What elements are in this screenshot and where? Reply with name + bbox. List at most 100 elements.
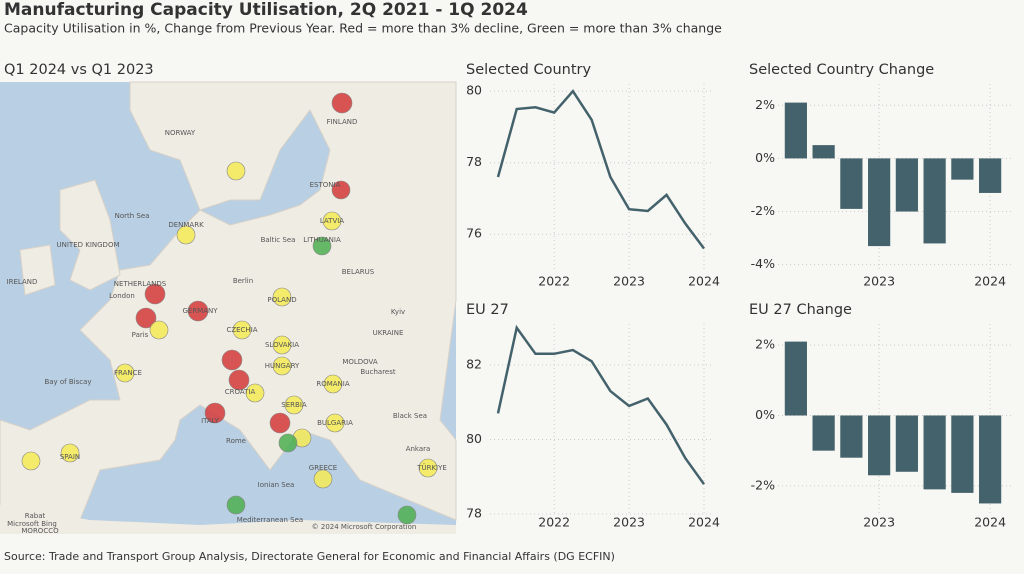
- map-label: UNITED KINGDOM: [57, 241, 120, 249]
- map-label: NETHERLANDS: [114, 280, 167, 288]
- chart-title: EU 27 Change: [749, 302, 852, 318]
- map-label: SPAIN: [60, 453, 80, 461]
- x-tick-label: 2024: [688, 274, 720, 289]
- dot: [245, 383, 265, 403]
- dot: [331, 92, 353, 114]
- dot: [269, 412, 291, 434]
- bar: [840, 415, 863, 458]
- map-label: CROATIA: [225, 388, 256, 396]
- dot: [232, 320, 252, 340]
- map-label: LATVIA: [320, 217, 344, 225]
- dot: [144, 283, 166, 305]
- y-tick-label: 78: [466, 154, 482, 169]
- dot: [204, 402, 226, 424]
- dot: [272, 356, 292, 376]
- map-label: FINLAND: [327, 118, 358, 126]
- x-tick-label: 2022: [538, 274, 570, 289]
- map-label: London: [109, 292, 135, 300]
- bar: [812, 415, 835, 451]
- dot: [272, 335, 292, 355]
- dot: [176, 225, 196, 245]
- bar: [895, 415, 918, 472]
- map-label: Black Sea: [393, 412, 427, 420]
- bar: [895, 158, 918, 212]
- map-label: HUNGARY: [265, 362, 300, 370]
- map-label: ITALY: [201, 417, 220, 425]
- map-label: MOLDOVA: [342, 358, 378, 366]
- map-label: Bay of Biscay: [44, 378, 91, 386]
- dot: [322, 211, 342, 231]
- line: [496, 324, 706, 485]
- bar: [923, 158, 946, 244]
- page-title: Manufacturing Capacity Utilisation, 2Q 2…: [4, 0, 528, 20]
- map-label: Mediterranean Sea: [237, 516, 303, 524]
- bar: [951, 415, 974, 493]
- x-tick-label: 2024: [974, 274, 1006, 289]
- y-tick-label: -2%: [751, 203, 775, 218]
- map-label: © 2024 Microsoft Corporation: [312, 523, 417, 531]
- dot: [284, 395, 304, 415]
- map-label: GERMANY: [182, 307, 218, 315]
- map-label: CZECHIA: [226, 326, 257, 334]
- x-tick-label: 2023: [613, 274, 645, 289]
- map: NORWAY FINLAND North Sea UNITED KINGDOM IREL…: [0, 81, 457, 535]
- map-label: BULGARIA: [317, 419, 353, 427]
- bar: [784, 102, 807, 159]
- map-label: Berlin: [233, 277, 253, 285]
- dot: [187, 300, 209, 322]
- map-label: Microsoft Bing: [7, 520, 57, 528]
- dot: [60, 443, 80, 463]
- y-tick-label: 80: [466, 431, 482, 446]
- dot: [115, 363, 135, 383]
- map-label: Rome: [226, 437, 246, 445]
- bar: [923, 415, 946, 490]
- map-label: Paris: [132, 331, 149, 339]
- x-tick-label: 2023: [863, 274, 895, 289]
- map-label: BELARUS: [342, 268, 375, 276]
- map-label: ESTONIA: [310, 181, 341, 189]
- dot: [272, 287, 292, 307]
- map-label: Ankara: [406, 445, 431, 453]
- land: [59, 179, 121, 291]
- map-label: FRANCE: [114, 369, 142, 377]
- x-tick-label: 2024: [688, 515, 720, 530]
- map-label: MOROCCO: [21, 527, 59, 535]
- dot: [323, 374, 343, 394]
- land: [19, 244, 56, 296]
- dot: [312, 236, 332, 256]
- y-tick-label: -4%: [751, 256, 775, 271]
- map-label: SERBIA: [281, 401, 307, 409]
- chart-title: Selected Country Change: [749, 62, 934, 78]
- map-label: IRELAND: [7, 278, 38, 286]
- x-tick-label: 2022: [538, 515, 570, 530]
- country-dots: [21, 92, 438, 525]
- y-tick-label: 2%: [755, 97, 775, 112]
- map-labels: NORWAY FINLAND North Sea UNITED KINGDOM IREL…: [7, 118, 447, 535]
- map-label: Rabat: [25, 512, 46, 520]
- x-tick-label: 2024: [974, 515, 1006, 530]
- dot: [397, 505, 417, 525]
- source: Source: Trade and Transport Group Analys…: [4, 550, 615, 563]
- dot: [226, 161, 246, 181]
- dot: [278, 433, 298, 453]
- y-tick-label: 0%: [755, 407, 775, 422]
- dot: [21, 451, 41, 471]
- dot: [221, 349, 243, 371]
- map-label: GREECE: [309, 464, 337, 472]
- dot: [228, 369, 250, 391]
- bar: [868, 158, 891, 247]
- dot: [149, 320, 169, 340]
- bar: [979, 158, 1002, 193]
- bar: [951, 158, 974, 180]
- map-label: North Sea: [115, 212, 150, 220]
- y-tick-label: 82: [466, 356, 482, 371]
- map-title: Q1 2024 vs Q1 2023: [4, 62, 154, 78]
- dot: [135, 307, 157, 329]
- y-tick-label: 76: [466, 226, 482, 241]
- bar: [868, 415, 891, 476]
- bar: [784, 341, 807, 416]
- map-label: Kyiv: [391, 308, 405, 316]
- bar: [979, 415, 1002, 504]
- x-tick-label: 2023: [863, 515, 895, 530]
